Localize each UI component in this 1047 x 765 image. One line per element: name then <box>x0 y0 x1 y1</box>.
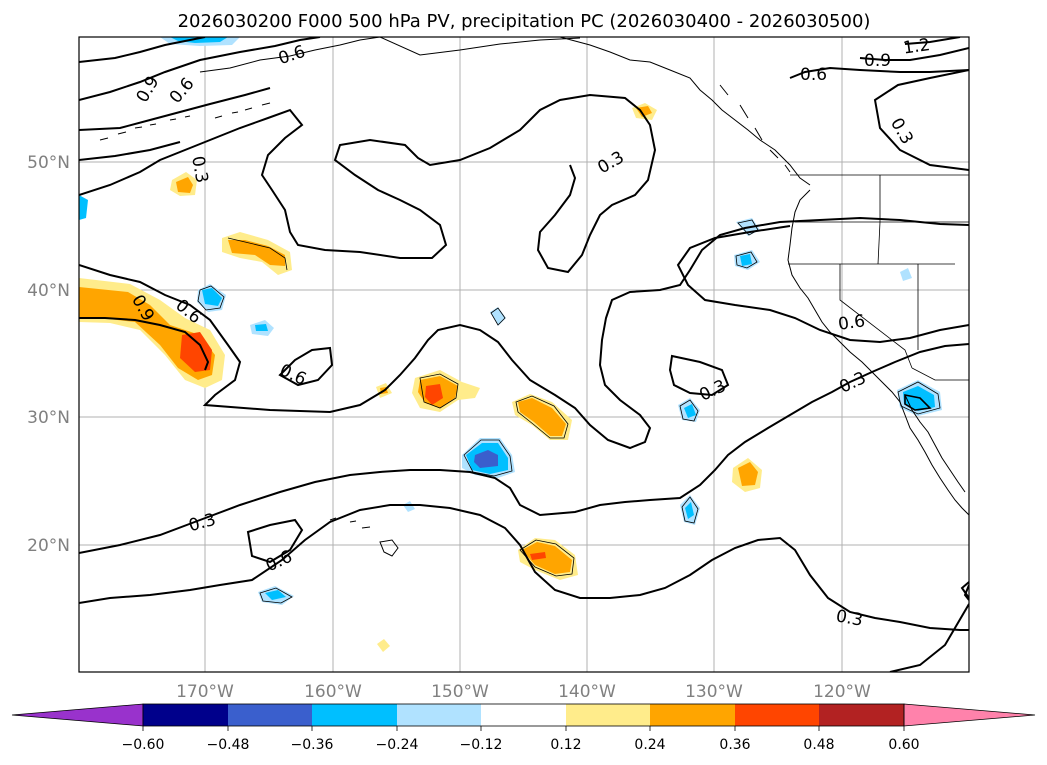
lat-label: 30°N <box>27 408 70 428</box>
lon-label: 120°W <box>813 682 871 702</box>
hawaii-islands <box>329 517 399 557</box>
precip-blob-south-core <box>522 542 572 574</box>
contour-0.9-top <box>859 47 969 61</box>
contour-0.6-f <box>676 225 969 344</box>
colorbar-tick-label: 0.24 <box>634 737 665 753</box>
contour-0.6-top <box>789 66 969 79</box>
colorbar-extend-left <box>11 703 144 727</box>
lat-label: 20°N <box>27 536 70 556</box>
contour-0.3-lower-right <box>889 603 969 672</box>
precip-neg-big-max <box>474 450 498 468</box>
contour-0.3-main <box>79 216 969 450</box>
colorbar: −0.60 −0.48 −0.36 −0.24 −0.12 0.12 0.24 … <box>11 703 1036 753</box>
pv-contours <box>79 37 969 672</box>
map-frame <box>78 36 970 673</box>
contour-0.6-c <box>79 87 271 131</box>
colorbar-segment <box>650 704 735 726</box>
lon-label: 170°W <box>176 682 234 702</box>
contour-0.6-e <box>246 518 304 564</box>
lon-label: 130°W <box>685 682 743 702</box>
contour-0.3-east-inner <box>668 354 730 397</box>
colorbar-tick-label: 0.60 <box>888 737 919 753</box>
precip-neg-g-core <box>740 254 752 266</box>
contour-label: 0.9 <box>864 51 891 71</box>
colorbar-tick-label: 0.12 <box>550 737 581 753</box>
precip-neg-a-core <box>202 288 222 306</box>
aleutian-islands <box>99 102 271 141</box>
contour-0.9-west <box>79 317 210 371</box>
precip-neg-h-core <box>265 590 286 600</box>
precip-blob-south-max <box>530 552 546 560</box>
precip-neg-b-core <box>255 324 268 331</box>
colorbar-tick-label: −0.60 <box>122 737 165 753</box>
contour-1.2-top <box>904 37 961 45</box>
colorbar-tick-label: −0.12 <box>460 737 503 753</box>
colorbar-tick-label: 0.48 <box>803 737 834 753</box>
contour-0.6-right-bottom <box>963 584 969 601</box>
contour-label: 0.6 <box>800 65 827 85</box>
contour-label: 1.2 <box>902 35 932 59</box>
baja-coast <box>904 394 966 493</box>
lon-label: 160°W <box>304 682 362 702</box>
lon-label: 150°W <box>431 682 489 702</box>
precip-blob-center2-core <box>518 398 566 436</box>
precip-neg-k <box>900 268 912 281</box>
hawaii-box <box>904 394 932 411</box>
colorbar-tick-label: −0.24 <box>376 737 419 753</box>
contour-label: 0.3 <box>187 155 211 185</box>
lat-labels: 50°N 40°N 30°N 20°N <box>27 153 70 556</box>
contour-label: 0.6 <box>837 311 867 335</box>
contour-0.3-north <box>79 93 657 274</box>
colorbar-segment <box>566 704 650 726</box>
precip-thin-contours <box>197 219 941 604</box>
map-background <box>79 37 969 672</box>
colorbar-extend-right <box>903 703 1036 727</box>
colorbar-tick-label: −0.36 <box>291 737 334 753</box>
alaska-coast <box>199 37 811 186</box>
colorbar-segment <box>312 704 397 726</box>
colorbar-segment <box>228 704 312 726</box>
bc-coast <box>719 84 791 173</box>
colorbar-segment <box>735 704 819 726</box>
colorbar-segment <box>397 704 481 726</box>
lon-label: 140°W <box>558 682 616 702</box>
us-west-coast <box>787 189 969 516</box>
precip-blob-north2-core <box>228 240 285 266</box>
colorbar-segment <box>481 704 566 726</box>
precip-neg-left-edge <box>79 195 88 220</box>
contour-0.6-b <box>79 37 321 101</box>
lon-labels: 170°W 160°W 150°W 140°W 130°W 120°W <box>176 682 871 702</box>
colorbar-segment <box>143 704 228 726</box>
colorbar-tick-label: 0.36 <box>719 737 750 753</box>
contour-0.6-a <box>79 37 206 63</box>
chart-title: 2026030200 F000 500 hPa PV, precipitatio… <box>178 11 871 32</box>
lat-label: 50°N <box>27 153 70 173</box>
precip-neg-e-core <box>685 502 694 519</box>
precip-blob-dot <box>377 639 390 652</box>
precip-blob-north1-core <box>176 177 193 193</box>
coastlines <box>99 37 969 557</box>
contour-0.3-ne <box>873 69 969 171</box>
colorbar-tick-label: −0.48 <box>207 737 250 753</box>
contour-0.3-south2 <box>79 504 969 631</box>
precip-blob-west-max <box>180 332 212 372</box>
contour-labels: 0.6 0.9 1.2 0.6 0.9 0.6 0.9 0.3 0.3 0.3 … <box>127 35 932 631</box>
precip-blob-east-core <box>738 462 758 486</box>
colorbar-frame <box>142 703 905 727</box>
colorbar-segment <box>819 704 904 726</box>
precip-neg-d-core <box>684 404 696 418</box>
colorbar-ticks <box>142 726 905 731</box>
contour-0.9-left <box>79 141 181 161</box>
gridlines <box>79 37 969 672</box>
precip-neg-i <box>403 501 415 512</box>
precip-negative-blobs <box>79 37 942 605</box>
precip-blob-center1-max <box>425 384 443 405</box>
contour-label: 0.3 <box>834 606 864 630</box>
lat-label: 40°N <box>27 281 70 301</box>
contour-0.6-d <box>278 346 334 387</box>
contour-0.6-small-ne <box>960 581 969 599</box>
contour-0.3-south <box>79 343 969 554</box>
